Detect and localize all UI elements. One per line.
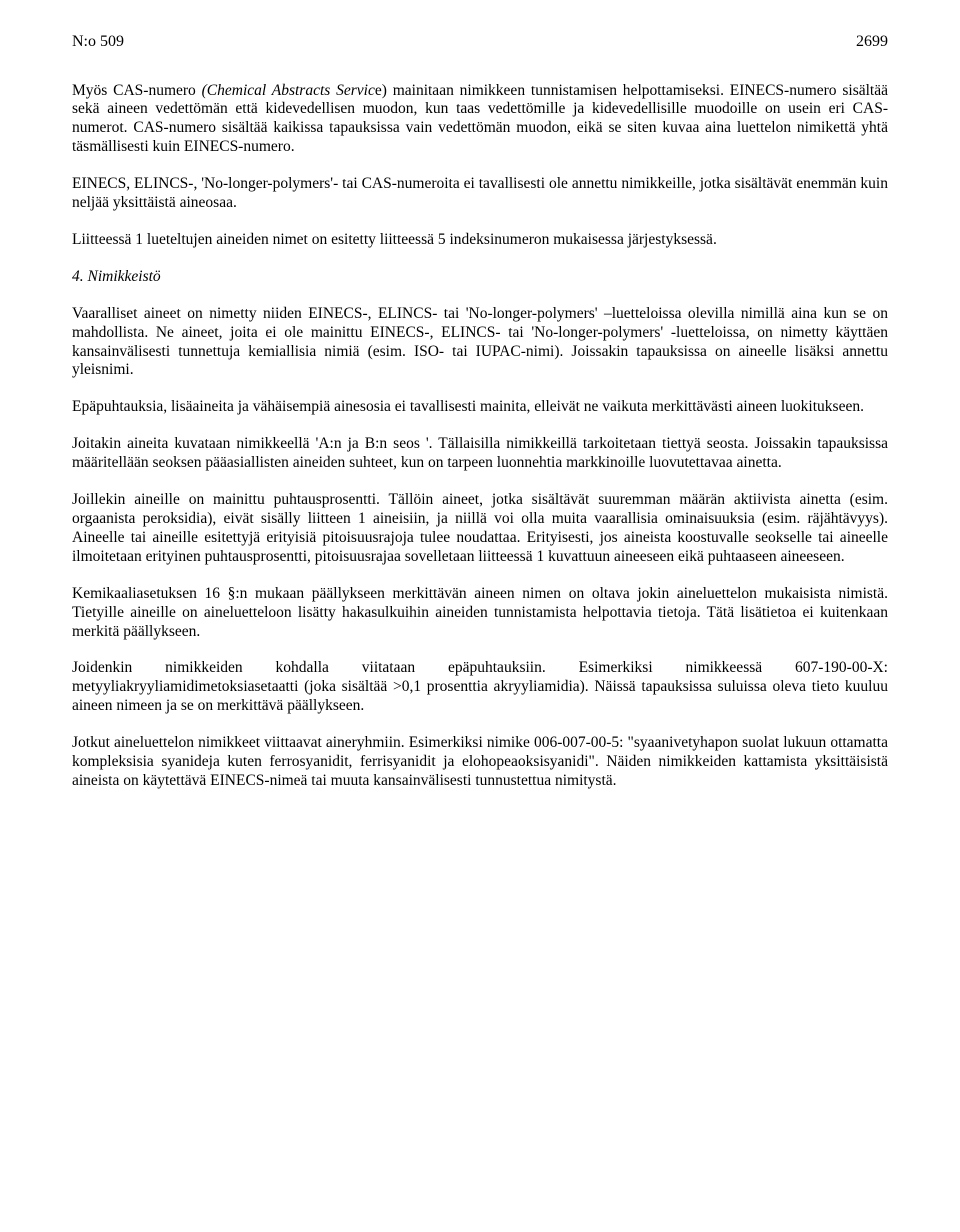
page-header: N:o 509 2699: [72, 32, 888, 52]
paragraph-5: Epäpuhtauksia, lisäaineita ja vähäisempi…: [72, 398, 888, 417]
p1-part-a: Myös CAS-numero: [72, 82, 202, 99]
p1-italic: (Chemical Abstracts Servic: [202, 82, 375, 99]
paragraph-1: Myös CAS-numero (Chemical Abstracts Serv…: [72, 82, 888, 158]
paragraph-2: EINECS, ELINCS-, 'No-longer-polymers'- t…: [72, 175, 888, 213]
heading-4: 4. Nimikkeistö: [72, 268, 888, 287]
paragraph-8: Kemikaaliasetuksen 16 §:n mukaan päällyk…: [72, 585, 888, 642]
paragraph-7: Joillekin aineille on mainittu puhtauspr…: [72, 491, 888, 567]
header-right: 2699: [856, 32, 888, 52]
paragraph-4: Vaaralliset aineet on nimetty niiden EIN…: [72, 305, 888, 381]
header-left: N:o 509: [72, 32, 124, 52]
paragraph-9: Joidenkin nimikkeiden kohdalla viitataan…: [72, 659, 888, 716]
paragraph-3: Liitteessä 1 lueteltujen aineiden nimet …: [72, 231, 888, 250]
paragraph-6: Joitakin aineita kuvataan nimikkeellä 'A…: [72, 435, 888, 473]
paragraph-10: Jotkut aineluettelon nimikkeet viittaava…: [72, 734, 888, 791]
